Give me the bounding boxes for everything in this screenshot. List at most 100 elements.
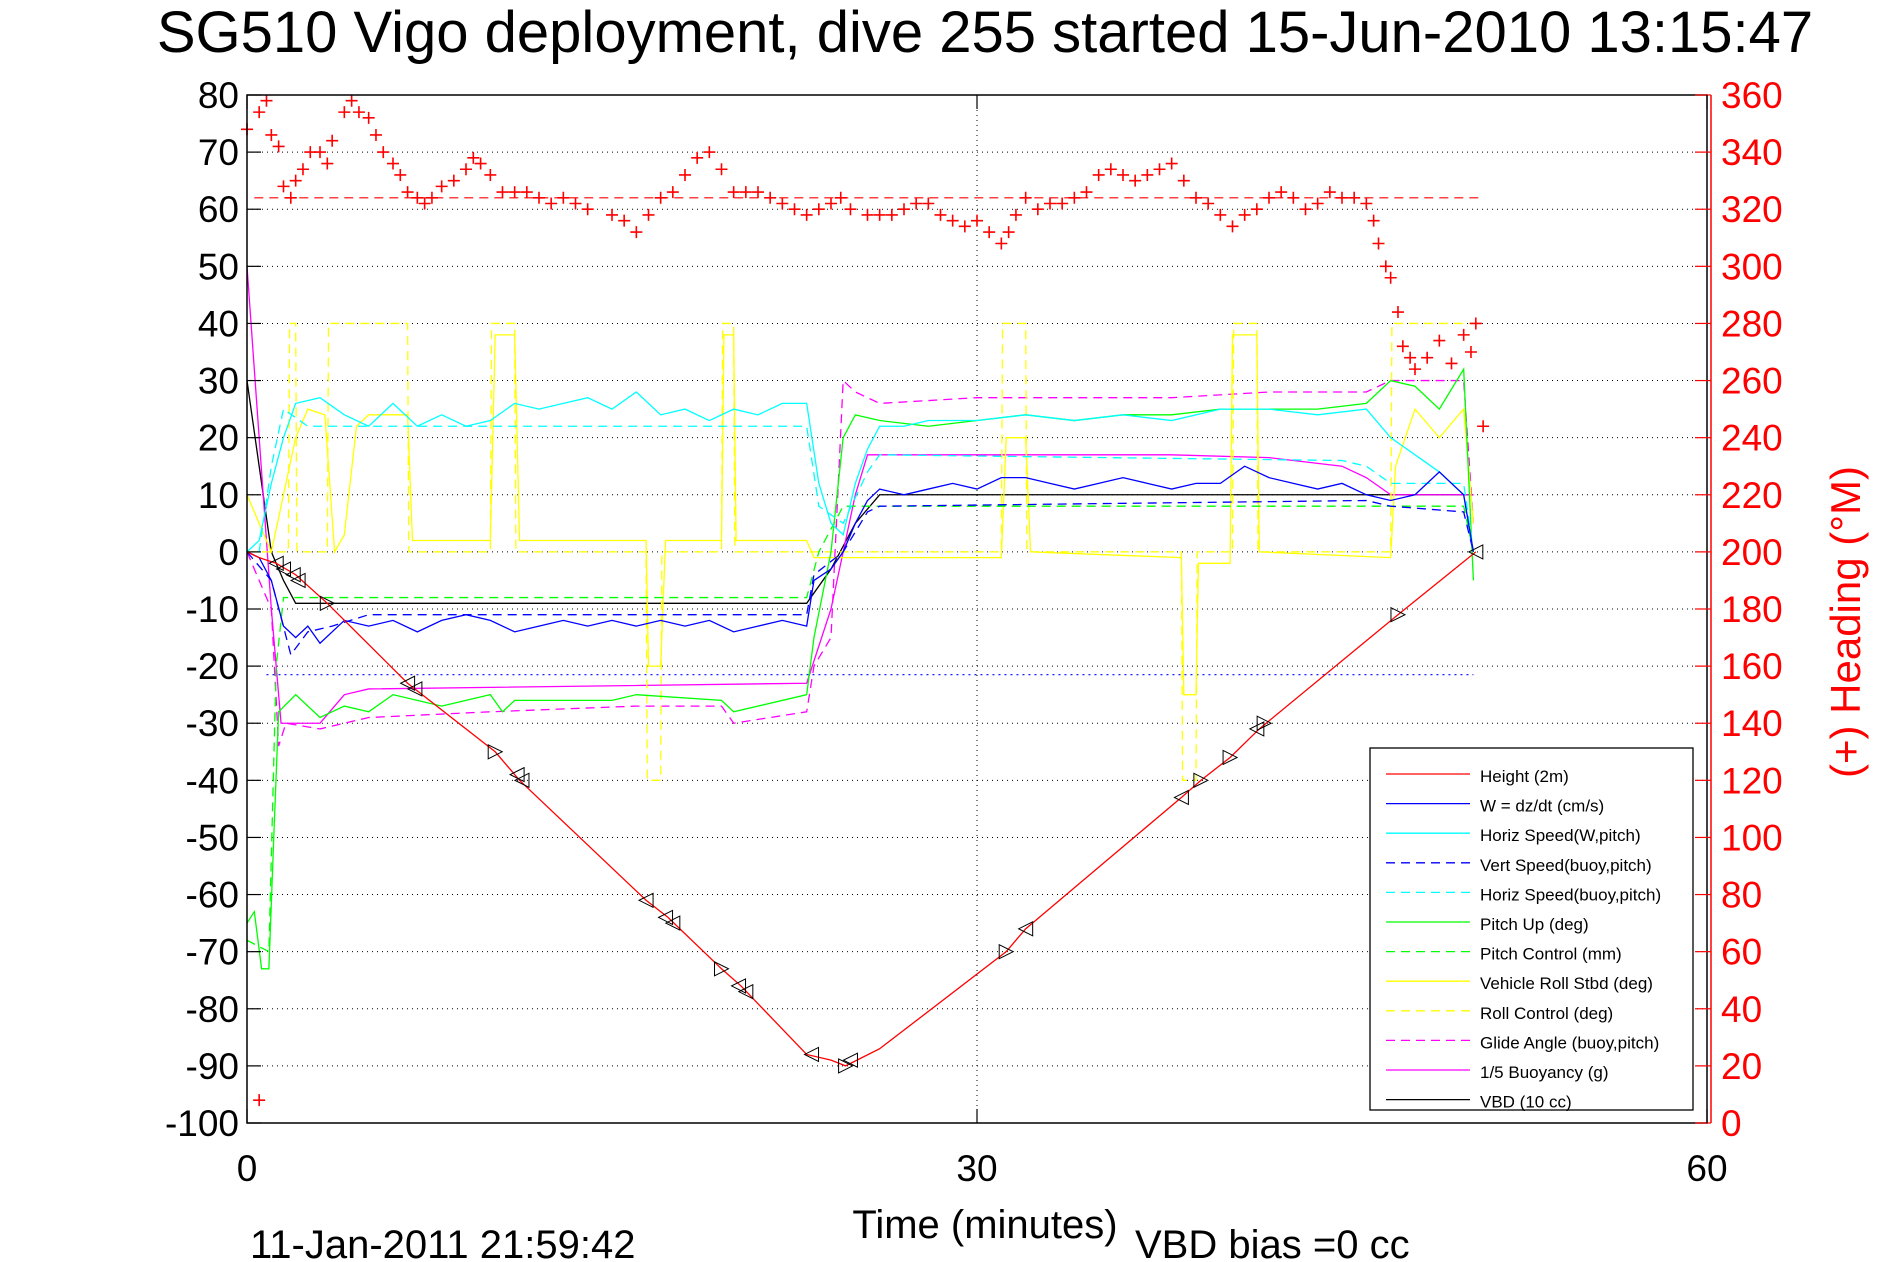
height-marker	[664, 915, 681, 931]
heading-point	[995, 237, 1008, 250]
y-right-tick-label: 180	[1721, 589, 1783, 630]
heading-point	[474, 157, 487, 170]
legend-label: Horiz Speed(buoy,pitch)	[1480, 885, 1661, 904]
y-tick-label: -100	[165, 1103, 239, 1144]
heading-point	[1092, 168, 1105, 181]
heading-point	[971, 214, 983, 227]
heading-point	[520, 186, 533, 199]
heading-point	[1323, 186, 1336, 199]
heading-point	[1031, 203, 1044, 216]
y-tick-label: -30	[186, 703, 239, 744]
heading-point	[1129, 174, 1142, 187]
heading-point	[418, 197, 431, 210]
height-marker	[319, 595, 336, 612]
heading-point	[1445, 357, 1458, 370]
y-right-tick-label: 0	[1721, 1103, 1742, 1144]
heading-point	[1068, 191, 1081, 204]
heading-point	[377, 146, 390, 159]
series-line-vert-speed-buoy-pitch-	[246, 499, 1475, 657]
heading-point	[265, 128, 278, 141]
heading-point	[1263, 191, 1275, 204]
height-marker	[657, 909, 674, 926]
y-tick-label: 10	[198, 475, 239, 516]
heading-point	[1379, 260, 1392, 273]
heading-point	[1299, 203, 1312, 216]
height-marker	[714, 960, 730, 977]
height-marker	[1467, 544, 1484, 560]
heading-point	[1367, 214, 1380, 227]
heading-point	[425, 191, 438, 204]
heading-point	[885, 208, 898, 221]
height-marker	[289, 572, 306, 589]
heading-point	[1404, 351, 1417, 364]
y-right-tick-label: 200	[1721, 532, 1783, 573]
heading-point	[1238, 208, 1251, 221]
heading-point	[1372, 237, 1385, 250]
heading-point	[1477, 420, 1490, 433]
heading-point	[618, 214, 631, 227]
heading-point	[1469, 317, 1482, 330]
heading-point	[447, 174, 460, 187]
heading-point	[983, 226, 996, 239]
heading-point	[1391, 306, 1404, 319]
heading-point	[1002, 226, 1015, 239]
heading-point	[1421, 351, 1434, 364]
heading-point	[1433, 334, 1446, 347]
heading-point	[284, 191, 297, 204]
heading-point	[1226, 220, 1239, 233]
heading-point	[435, 180, 448, 193]
heading-point	[326, 134, 339, 147]
heading-point	[1044, 197, 1056, 210]
heading-point	[834, 191, 847, 204]
heading-point	[272, 140, 285, 153]
y-tick-label: -90	[186, 1046, 239, 1087]
heading-point	[260, 94, 273, 107]
heading-point	[467, 151, 480, 164]
series-line-1-5-buoyancy-g-	[246, 266, 1474, 724]
y-tick-label: -10	[186, 589, 239, 630]
height-marker	[637, 892, 654, 909]
heading-point	[1190, 191, 1202, 204]
heading-point	[898, 203, 910, 216]
heading-point	[910, 197, 923, 210]
height-marker	[268, 555, 284, 572]
footer-date: 11-Jan-2011 21:59:42	[250, 1223, 636, 1262]
heading-point	[1250, 203, 1263, 216]
series-line-vehicle-roll-stbd-deg-	[246, 334, 1475, 696]
y-tick-label: 40	[198, 303, 239, 344]
height-marker	[508, 766, 525, 783]
height-marker	[487, 743, 504, 760]
series-line-vbd-10-cc-	[246, 380, 1474, 604]
height-marker	[1222, 749, 1239, 766]
heading-point	[1080, 186, 1093, 199]
heading-point	[569, 197, 582, 210]
heading-point	[844, 203, 857, 216]
heading-point	[922, 197, 935, 210]
heading-point	[703, 146, 716, 159]
heading-point	[345, 94, 358, 107]
heading-point	[1275, 186, 1288, 199]
height-marker	[406, 681, 423, 697]
heading-point	[666, 186, 679, 199]
axes: 80706050403020100-10-20-30-40-50-60-70-8…	[165, 75, 1783, 1189]
y-tick-label: 0	[218, 532, 239, 573]
heading-point	[825, 197, 837, 210]
heading-point	[277, 180, 290, 193]
y-right-tick-label: 80	[1721, 875, 1762, 916]
y-right-tick-label: 100	[1721, 817, 1783, 858]
heading-point	[362, 111, 375, 124]
y-right-tick-label: 360	[1721, 75, 1783, 116]
legend-label: Pitch Control (mm)	[1480, 945, 1622, 964]
legend-label: Roll Control (deg)	[1480, 1004, 1613, 1023]
heading-point	[401, 186, 414, 199]
x-tick-label: 0	[237, 1148, 258, 1189]
legend-label: W = dz/dt (cm/s)	[1480, 797, 1604, 816]
heading-point	[1396, 340, 1409, 353]
heading-point	[934, 208, 947, 221]
heading-point	[800, 208, 813, 221]
heading-point	[1287, 191, 1300, 204]
height-marker	[1193, 772, 1209, 789]
heading-point	[253, 106, 266, 119]
series-line-height-2m-	[246, 551, 1477, 1067]
legend: Height (2m) W = dz/dt (cm/s) Horiz Speed(W…	[1369, 747, 1694, 1112]
